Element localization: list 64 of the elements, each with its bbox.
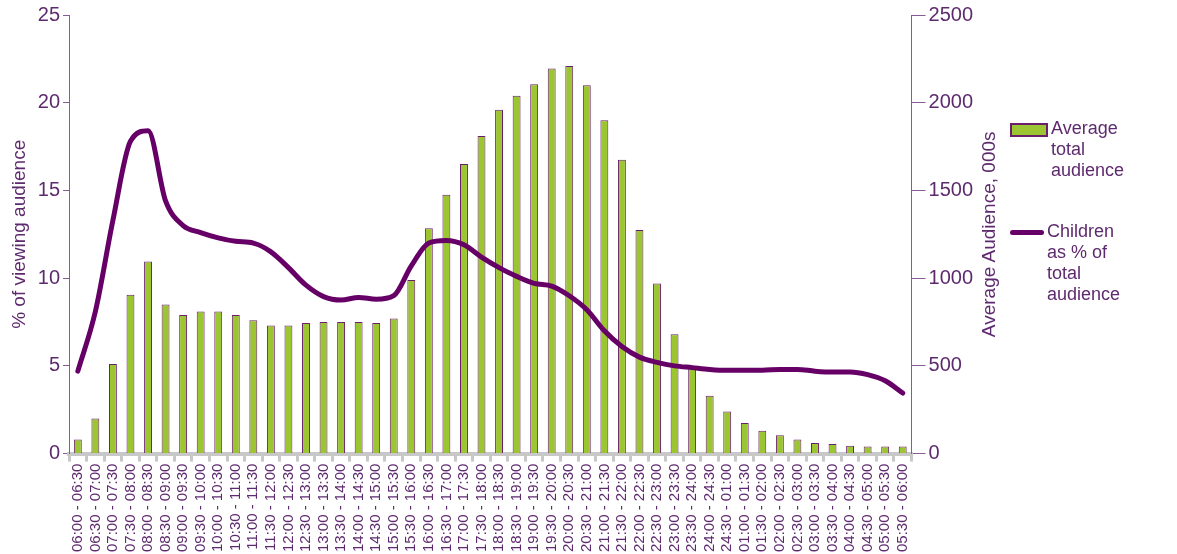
x-tick-label: 17:00 - 17:30 [454,463,472,552]
y-tick-label: 10 [37,265,61,288]
y-tick-label: 20 [37,90,61,113]
x-tick-label: 11:00 - 11:30 [243,463,261,550]
x-tick-label: 11:30 - 12:00 [261,463,279,551]
x-tick-label: 22:30 - 23:00 [647,463,665,552]
x-tick-label: 08:00 - 08:30 [138,463,156,552]
y2-tick-label: 1000 [928,265,974,288]
x-tick-label: 02:30 - 03:00 [787,463,805,552]
x-tick-label: 03:30 - 04:00 [822,463,840,552]
x-tick-label: 18:30 - 19:00 [506,463,524,552]
x-tick-label: 03:00 - 03:30 [805,463,823,552]
x-tick-label: 18:00 - 18:30 [489,463,507,552]
x-tick-label: 20:00 - 20:30 [559,463,577,552]
x-tick-label: 09:30 - 10:00 [190,463,208,552]
x-tick-label: 17:30 - 18:00 [471,463,489,552]
x-tick-label: 12:30 - 13:00 [296,463,314,552]
x-tick-label: 23:00 - 23:30 [664,463,682,552]
y2-tick-label: 2000 [928,90,974,113]
x-tick-label: 13:00 - 13:30 [313,463,331,552]
y2-tick-label: 0 [928,441,940,464]
y-tick-label: 5 [48,353,61,376]
x-tick-label: 14:00 - 14:30 [348,463,366,552]
x-tick-label: 21:30 - 22:00 [612,463,630,552]
legend-label: Children as % of total audience [1047,221,1122,305]
x-tick-label: 04:00 - 04:30 [840,463,858,552]
x-tick-label: 01:00 - 01:30 [734,463,752,552]
y2-axis-title: Average Audience, 000s [977,131,999,338]
x-tick-label: 07:00 - 07:30 [103,463,121,552]
x-tick-label: 19:00 - 19:30 [524,463,542,552]
y-tick-label: 0 [48,441,61,464]
x-tick-label: 22:00 - 22:30 [629,463,647,552]
x-tick-label: 05:30 - 06:00 [892,463,910,552]
y2-tick-label: 2500 [928,2,974,25]
x-tick-label: 10:00 - 10:30 [208,463,226,552]
x-tick-label: 15:30 - 16:00 [401,463,419,552]
x-tick-label: 16:00 - 16:30 [418,463,436,552]
y-tick-label: 25 [37,2,61,25]
y2-tick-label: 1500 [928,177,974,200]
x-tick-label: 24:30 - 01:00 [717,463,735,552]
x-tick-label: 06:00 - 06:30 [67,463,85,552]
y-axis-title: % of viewing audience [7,139,29,329]
x-tick-label: 14:30 - 15:00 [366,463,384,552]
y2-tick-label: 500 [928,353,962,376]
x-tick-label: 01:30 - 02:00 [752,463,770,552]
x-tick-label: 10:30 - 11:00 [225,463,243,551]
x-tick-label: 05:00 - 05:30 [875,463,893,552]
x-tick-label: 06:30 - 07:00 [85,463,103,552]
x-tick-label: 07:30 - 08:00 [120,463,138,552]
x-tick-label: 02:00 - 02:30 [770,463,788,552]
x-tick-label: 15:00 - 15:30 [383,463,401,552]
x-tick-label: 24:00 - 24:30 [699,463,717,552]
x-tick-label: 13:30 - 14:00 [331,463,349,552]
x-tick-label: 04:30 - 05:00 [857,463,875,552]
x-tick-label: 12:00 - 12:30 [278,463,296,552]
x-tick-label: 23:30 - 24:00 [682,463,700,552]
x-tick-label: 08:30 - 09:00 [155,463,173,552]
x-tick-label: 09:00 - 09:30 [173,463,191,552]
y-tick-label: 15 [37,177,61,200]
x-tick-label: 20:30 - 21:00 [576,463,594,552]
x-tick-label: 21:00 - 21:30 [594,463,612,552]
legend-label: Average total audience [1051,118,1126,181]
x-tick-label: 16:30 - 17:00 [436,463,454,552]
x-tick-label: 19:30 - 20:00 [541,463,559,552]
